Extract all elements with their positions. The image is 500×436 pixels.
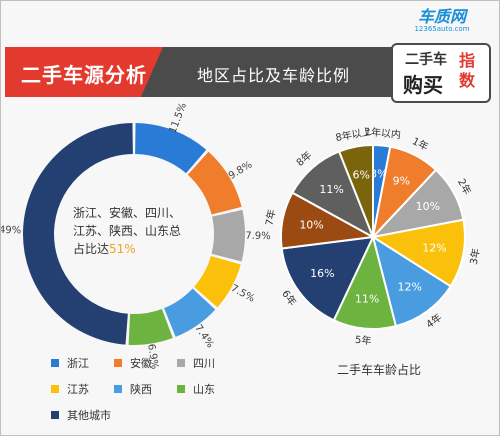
donut-slice-3 bbox=[211, 209, 245, 262]
donut-slice-6 bbox=[128, 308, 173, 345]
legend-item-7: 其他城市 bbox=[51, 408, 111, 422]
legend-item-4: 江苏 bbox=[51, 382, 89, 396]
pie-data-label-10: 6% bbox=[353, 169, 370, 182]
pie-data-label-6: 11% bbox=[355, 292, 379, 305]
donut-data-label-1: 11.5% bbox=[168, 101, 190, 135]
page-subtitle: 地区占比及车龄比例 bbox=[197, 66, 351, 85]
pie-slice-7 bbox=[280, 235, 375, 322]
header-title-block bbox=[5, 47, 163, 97]
donut-center-text: 浙江、安徽、四川、江苏、陕西、山东总占比达51% bbox=[73, 204, 191, 258]
legend-item-3: 四川 bbox=[177, 356, 215, 370]
pie-category-label-4: 3年 bbox=[467, 247, 483, 266]
donut-data-label-6: 6.9% bbox=[145, 343, 160, 370]
pie-data-label-3: 10% bbox=[416, 200, 440, 213]
site-logo-name: 车质网 bbox=[417, 7, 466, 26]
badge-line2: 购买 bbox=[403, 73, 443, 97]
legend-label-5: 陕西 bbox=[130, 383, 152, 396]
site-logo-url: 12365auto.com bbox=[414, 25, 470, 33]
donut-data-label-4: 7.5% bbox=[229, 283, 257, 305]
badge-line1: 二手车 bbox=[405, 52, 447, 68]
legend-swatch-4 bbox=[51, 385, 59, 393]
donut-slice-7 bbox=[23, 123, 133, 345]
legend-label-4: 江苏 bbox=[67, 383, 89, 396]
pie-data-label-2: 9% bbox=[393, 174, 410, 187]
pie-data-label-9: 11% bbox=[319, 183, 343, 196]
legend-item-2: 安徽 bbox=[114, 356, 152, 370]
donut-data-label-2: 9.8% bbox=[227, 159, 254, 182]
donut-slice-4 bbox=[194, 255, 241, 308]
legend-label-3: 四川 bbox=[193, 357, 215, 370]
pie-category-label-9: 8年 bbox=[293, 148, 314, 169]
pie-category-label-6: 5年 bbox=[354, 333, 372, 347]
pie-data-label-7: 16% bbox=[310, 267, 334, 280]
legend-item-5: 陕西 bbox=[114, 382, 152, 396]
header-banner: 二手车源分析 地区占比及车龄比例 bbox=[5, 47, 465, 97]
donut-slice-1 bbox=[135, 123, 207, 174]
donut-center-label: 浙江、安徽、四川、江苏、陕西、山东总占比达 bbox=[73, 206, 182, 256]
donut-center-highlight: 51% bbox=[109, 242, 136, 256]
legend-swatch-2 bbox=[114, 359, 122, 367]
legend-swatch-1 bbox=[51, 359, 59, 367]
legend-label-2: 安徽 bbox=[130, 357, 152, 370]
donut-data-label-7: 49% bbox=[1, 225, 21, 237]
donut-data-label-5: 7.4% bbox=[192, 323, 215, 350]
buy-index-badge: 二手车 购买 指数 bbox=[391, 43, 491, 103]
page-title: 二手车源分析 bbox=[21, 63, 147, 87]
pie-category-label-2: 1年 bbox=[410, 134, 430, 153]
pie-category-label-8: 7年 bbox=[262, 208, 278, 227]
pie-category-label-1: 1年以内 bbox=[364, 125, 401, 141]
legend-item-1: 浙江 bbox=[51, 356, 89, 370]
pie-slice-10 bbox=[337, 143, 374, 238]
legend-swatch-6 bbox=[177, 385, 185, 393]
pie-category-label-7: 6年 bbox=[279, 287, 299, 308]
pie-category-label-5: 4年 bbox=[423, 311, 444, 331]
pie-slice-5 bbox=[371, 234, 453, 328]
pie-title: 二手车车龄占比 bbox=[336, 363, 421, 377]
badge-side: 指数 bbox=[459, 51, 476, 90]
pie-data-label-8: 10% bbox=[299, 218, 323, 231]
legend-swatch-3 bbox=[177, 359, 185, 367]
pie-slice-4 bbox=[370, 218, 466, 288]
site-logo: 车质网 12365auto.com bbox=[403, 3, 481, 33]
legend-label-7: 其他城市 bbox=[67, 409, 111, 422]
pie-category-label-3: 2年 bbox=[455, 176, 474, 197]
legend-label-6: 山东 bbox=[193, 383, 215, 396]
pie-category-label-10: 8年以上 bbox=[334, 125, 372, 145]
donut-slice-5 bbox=[164, 288, 216, 337]
legend-label-1: 浙江 bbox=[67, 357, 89, 370]
pie-data-label-5: 12% bbox=[398, 281, 422, 294]
pie-data-label-4: 12% bbox=[422, 242, 446, 255]
donut-slice-2 bbox=[187, 151, 242, 215]
donut-data-label-3: 7.9% bbox=[245, 231, 271, 242]
legend-swatch-5 bbox=[114, 385, 122, 393]
legend-item-6: 山东 bbox=[177, 382, 215, 396]
legend-swatch-7 bbox=[51, 411, 59, 419]
pie-data-label-1: 3% bbox=[370, 168, 387, 181]
